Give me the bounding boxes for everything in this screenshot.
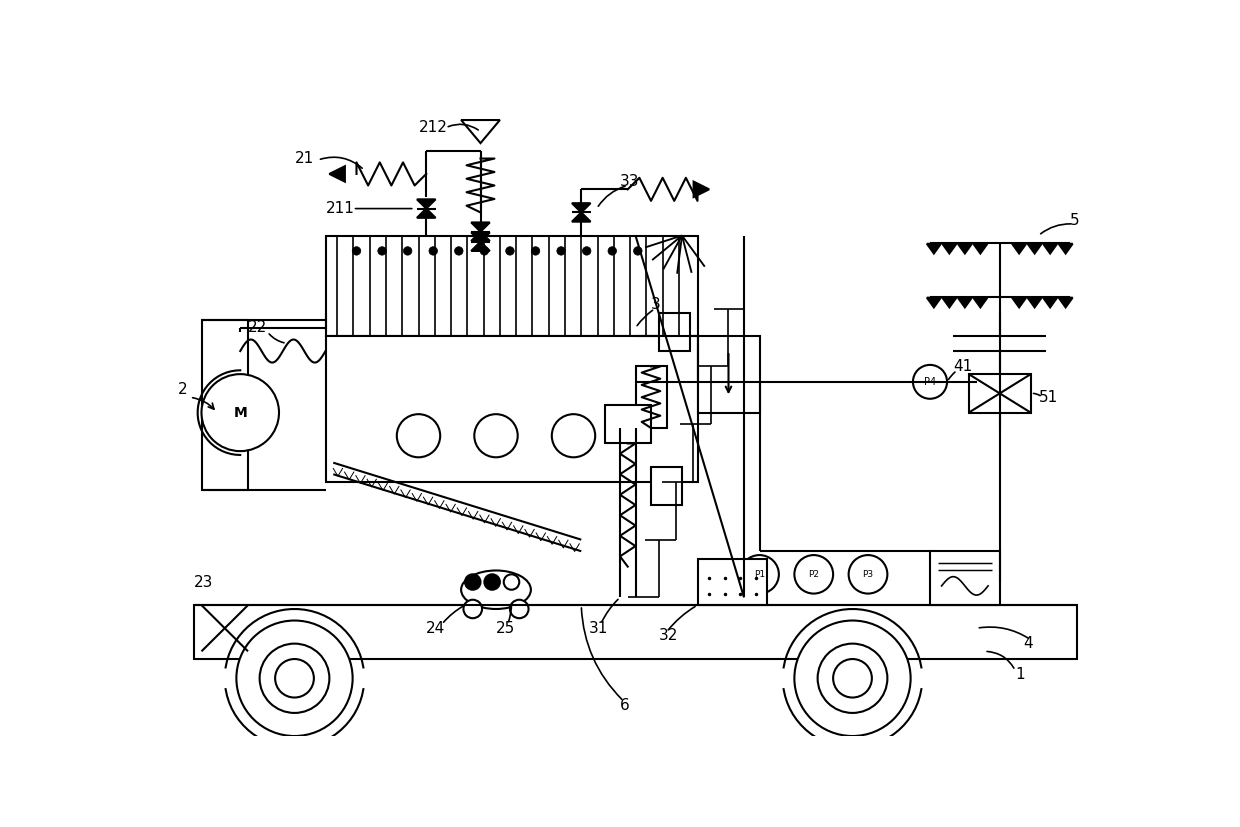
Text: 6: 6 [620, 698, 630, 713]
Circle shape [480, 246, 489, 256]
Circle shape [506, 246, 515, 256]
Text: 2: 2 [179, 382, 188, 397]
Polygon shape [942, 298, 956, 308]
Text: 21: 21 [295, 151, 314, 166]
Bar [605, 405, 651, 443]
Polygon shape [957, 244, 972, 253]
Polygon shape [1043, 298, 1056, 308]
Circle shape [817, 643, 888, 713]
Text: 33: 33 [620, 174, 640, 189]
Text: 31: 31 [589, 621, 609, 636]
Text: 4: 4 [1023, 636, 1033, 651]
Circle shape [510, 600, 528, 619]
Text: 5: 5 [1069, 213, 1079, 227]
Text: P2: P2 [808, 570, 820, 579]
Bar [651, 466, 682, 505]
Bar [930, 552, 999, 605]
Text: 22: 22 [248, 320, 268, 336]
Circle shape [464, 600, 482, 619]
Polygon shape [461, 120, 500, 143]
Circle shape [583, 246, 591, 256]
Circle shape [474, 414, 518, 457]
Polygon shape [693, 182, 709, 197]
Bar [193, 605, 1078, 659]
Polygon shape [1043, 244, 1056, 253]
Bar [325, 236, 697, 336]
Text: 24: 24 [427, 621, 445, 636]
Circle shape [259, 643, 330, 713]
Text: 3: 3 [651, 298, 661, 313]
Polygon shape [942, 244, 956, 253]
Text: 23: 23 [193, 575, 213, 590]
Circle shape [352, 246, 361, 256]
Circle shape [913, 365, 947, 399]
Circle shape [397, 414, 440, 457]
Polygon shape [471, 232, 490, 241]
Circle shape [237, 620, 352, 736]
Circle shape [429, 246, 438, 256]
Bar [201, 320, 248, 490]
Text: 41: 41 [954, 359, 972, 374]
Circle shape [608, 246, 616, 256]
Polygon shape [926, 244, 941, 253]
Polygon shape [1012, 244, 1025, 253]
Circle shape [833, 659, 872, 697]
Bar [697, 559, 768, 605]
Polygon shape [417, 199, 435, 208]
Circle shape [378, 246, 387, 256]
Polygon shape [471, 232, 490, 241]
Text: 212: 212 [419, 120, 448, 136]
Text: 1: 1 [1016, 667, 1025, 682]
Circle shape [634, 246, 642, 256]
Polygon shape [572, 213, 590, 222]
Circle shape [403, 246, 412, 256]
Text: P1: P1 [754, 570, 765, 579]
Bar [635, 366, 667, 428]
Polygon shape [926, 298, 941, 308]
Polygon shape [1012, 298, 1025, 308]
Text: P4: P4 [924, 377, 936, 387]
Circle shape [275, 659, 314, 697]
Circle shape [552, 414, 595, 457]
Polygon shape [1059, 244, 1073, 253]
Circle shape [795, 555, 833, 594]
Text: 211: 211 [325, 201, 355, 216]
Text: 25: 25 [496, 621, 516, 636]
Polygon shape [417, 208, 435, 218]
Polygon shape [957, 298, 972, 308]
Polygon shape [973, 298, 987, 308]
Circle shape [201, 374, 279, 452]
Text: 51: 51 [1039, 390, 1058, 404]
Circle shape [465, 574, 481, 590]
Polygon shape [572, 203, 590, 213]
Polygon shape [1028, 244, 1042, 253]
Circle shape [795, 620, 910, 736]
Bar [968, 374, 1030, 413]
Circle shape [557, 246, 565, 256]
Ellipse shape [461, 571, 531, 609]
Polygon shape [1028, 298, 1042, 308]
Circle shape [740, 555, 779, 594]
Polygon shape [973, 244, 987, 253]
Polygon shape [330, 166, 345, 182]
Bar [697, 336, 759, 413]
Text: M: M [233, 405, 247, 419]
Bar [325, 336, 697, 482]
Circle shape [455, 246, 463, 256]
Circle shape [848, 555, 888, 594]
Bar [658, 313, 689, 351]
Circle shape [485, 574, 500, 590]
Polygon shape [1059, 298, 1073, 308]
Circle shape [503, 574, 520, 590]
Text: 32: 32 [658, 629, 678, 643]
Polygon shape [471, 241, 490, 251]
Polygon shape [471, 222, 490, 232]
Circle shape [531, 246, 539, 256]
Text: P3: P3 [863, 570, 873, 579]
